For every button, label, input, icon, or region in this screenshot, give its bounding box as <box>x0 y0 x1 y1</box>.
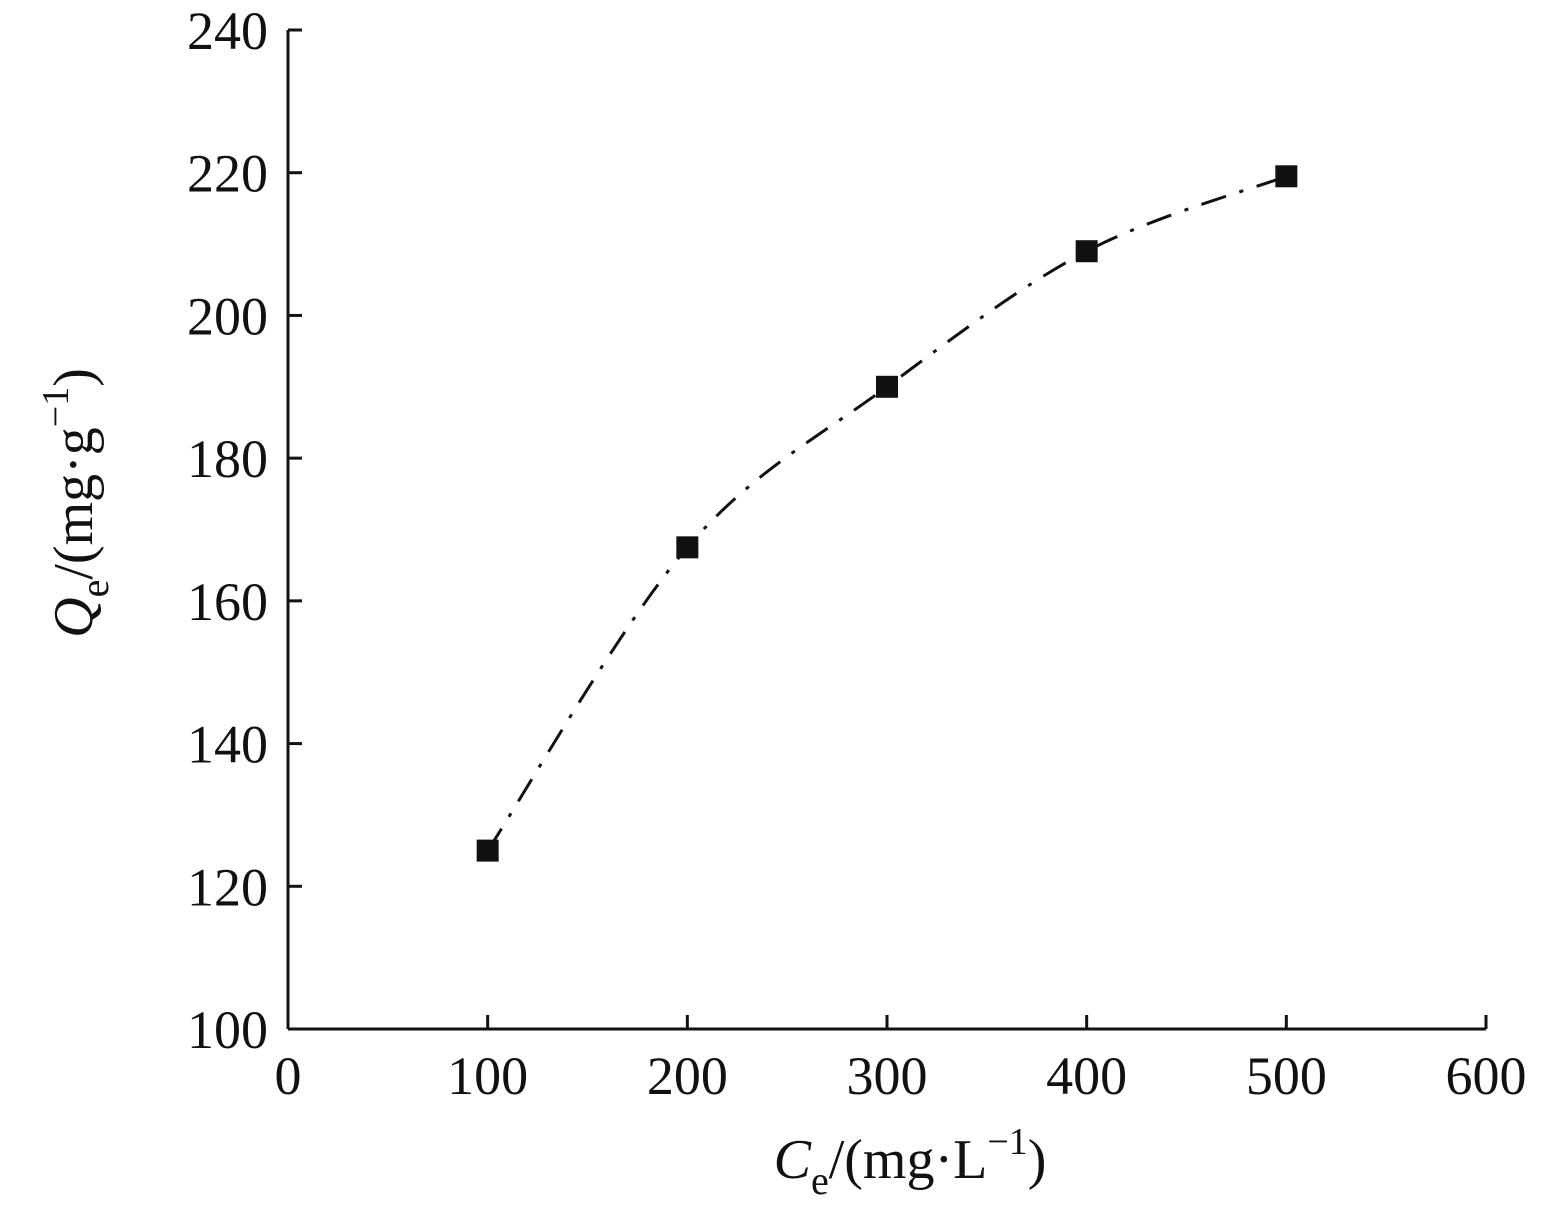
x-tick-label: 500 <box>1246 1046 1327 1106</box>
y-tick-label: 180 <box>187 429 268 489</box>
y-tick-label: 100 <box>187 1000 268 1060</box>
data-point-marker <box>476 839 499 862</box>
data-point-marker <box>676 536 699 559</box>
x-axis-label: Ce/(mg·L−1) <box>774 1121 1047 1203</box>
x-axis-symbol: C <box>774 1129 812 1191</box>
y-tick-label: 200 <box>187 286 268 346</box>
y-tick-label: 140 <box>187 715 268 775</box>
x-tick-label: 600 <box>1446 1046 1527 1106</box>
y-tick-label: 220 <box>187 144 268 204</box>
axes <box>286 30 1486 1031</box>
x-tick-label: 200 <box>647 1046 728 1106</box>
y-axis-unit-close: ) <box>43 368 105 387</box>
y-axis-unit: /(mg·g <box>43 427 105 579</box>
y-axis-label: Qe/(mg·g−1) <box>35 368 117 638</box>
x-tick-label: 400 <box>1046 1046 1127 1106</box>
y-axis-unit-exponent: −1 <box>35 387 77 427</box>
x-axis-unit-close: ) <box>1028 1129 1047 1191</box>
y-axis-subscript: e <box>72 580 117 598</box>
plot-area <box>476 165 1298 862</box>
data-point-marker <box>1075 240 1098 263</box>
data-point-marker <box>876 375 898 398</box>
x-tick-label: 300 <box>847 1046 928 1106</box>
y-tick-label: 160 <box>187 572 268 632</box>
x-axis-unit-exponent: −1 <box>987 1121 1027 1163</box>
y-tick-label: 240 <box>187 1 268 61</box>
y-ticks: 100 120 140 160 180 200 220 240 <box>187 1 302 1060</box>
x-axis-subscript: e <box>811 1158 829 1203</box>
x-tick-label: 100 <box>447 1046 528 1106</box>
fit-curve <box>486 174 1287 852</box>
x-axis-unit: /(mg·L <box>829 1129 988 1191</box>
x-ticks: 0 100 200 300 400 500 600 <box>275 1015 1527 1106</box>
y-tick-label: 120 <box>187 857 268 917</box>
x-tick-label: 0 <box>275 1046 302 1106</box>
y-axis-symbol: Q <box>43 597 105 637</box>
data-point-marker <box>1275 165 1298 188</box>
